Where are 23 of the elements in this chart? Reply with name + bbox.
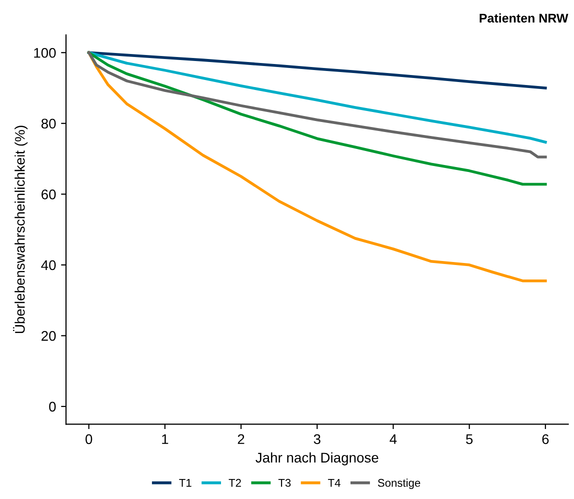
x-tick-label: 5: [466, 434, 473, 444]
y-tick-label: 0: [49, 402, 56, 412]
y-tick-label: 100: [34, 48, 56, 58]
y-tick-label: 60: [42, 189, 56, 200]
x-tick-label: 3: [314, 434, 320, 444]
x-tick-label: 0: [86, 434, 92, 444]
line-series: [87, 51, 547, 90]
line-series: [87, 51, 547, 186]
y-axis-title: Überlebenswahrscheinlichkeit (%): [13, 126, 28, 334]
legend-label: Sonstige: [378, 478, 420, 489]
x-axis-title: Jahr nach Diagnose: [256, 452, 378, 466]
y-tick-label: 80: [41, 118, 56, 129]
legend-label: T1: [179, 479, 192, 487]
chart-title: Patienten NRW: [480, 13, 568, 23]
y-tick-label: 20: [42, 331, 56, 341]
x-tick-label: 2: [238, 434, 244, 444]
y-tick-label: 40: [41, 260, 56, 270]
x-tick-label: 6: [542, 434, 549, 444]
x-tick-label: 4: [390, 434, 397, 444]
legend-label: T2: [228, 478, 241, 487]
legend-label: T3: [278, 478, 291, 487]
x-tick-label: 1: [162, 434, 168, 444]
legend-label: T4: [328, 479, 340, 487]
